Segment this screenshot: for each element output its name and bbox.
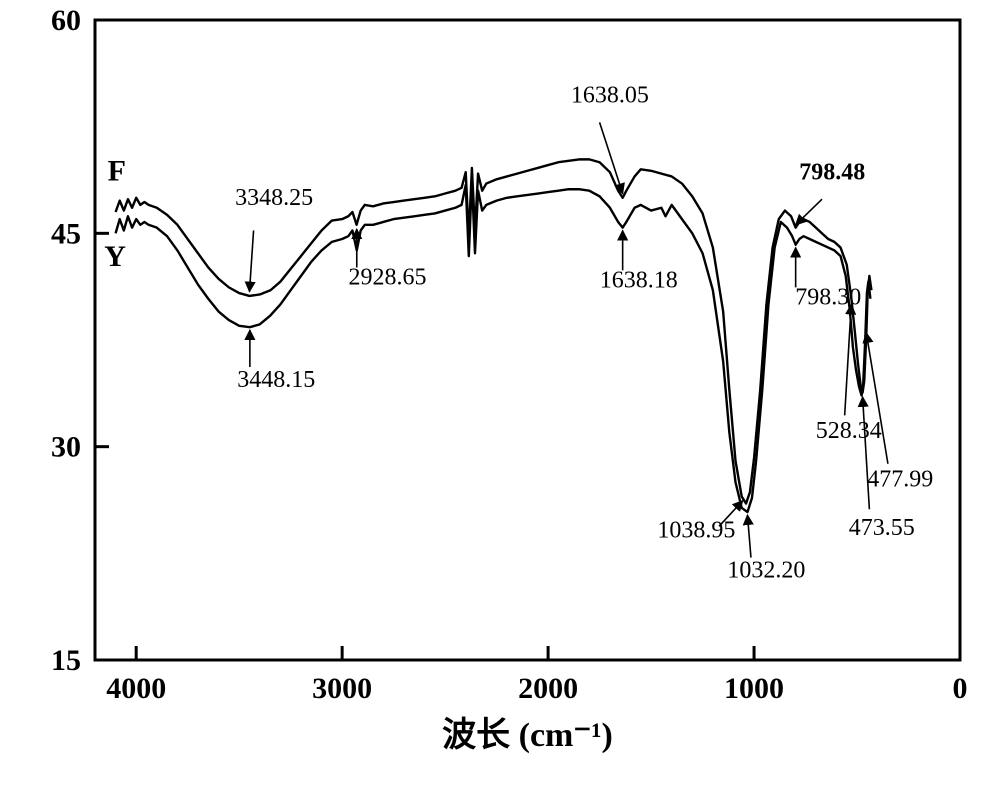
y-tick-label: 15 [51, 644, 81, 677]
peak-annotation: 473.55 [849, 515, 915, 541]
peak-annotation: 1032.20 [727, 558, 805, 584]
annotation-arrow [863, 397, 870, 509]
x-tick-label: 2000 [518, 672, 578, 705]
peak-annotation: 477.99 [867, 466, 933, 492]
y-tick-label: 60 [51, 4, 81, 37]
peak-annotation: 528.34 [816, 418, 882, 444]
series-label: F [108, 155, 126, 188]
x-tick-label: 1000 [724, 672, 784, 705]
series-Y [116, 179, 871, 512]
peak-annotation: 1038.95 [657, 518, 735, 544]
y-tick-label: 45 [51, 217, 81, 250]
series-label: Y [104, 240, 126, 273]
peak-annotation: 798.48 [799, 159, 865, 185]
peak-annotation: 3448.15 [237, 367, 315, 393]
peak-annotation: 1638.18 [600, 267, 678, 293]
peak-annotation: 1638.05 [571, 82, 649, 108]
ftir-chart: 0 1000 2000 3000 4000 15 30 45 60 波长 (cm⁻¹) F Y 3348… [0, 0, 1000, 793]
annotation-arrow [747, 515, 751, 558]
peak-annotation: 2928.65 [348, 265, 426, 291]
x-axis-label: 波长 (cm⁻¹) [442, 716, 613, 754]
annotation-arrow [845, 304, 852, 415]
y-tick-label: 30 [51, 431, 81, 464]
x-tick-label: 0 [953, 672, 968, 705]
peak-annotation: 3348.25 [235, 185, 313, 211]
annotation-arrow [249, 230, 253, 291]
annotation-arrow [600, 122, 623, 193]
x-tick-label: 3000 [312, 672, 372, 705]
chart-svg: 0 1000 2000 3000 4000 15 30 45 60 波长 (cm⁻¹) F Y 3348… [0, 0, 1000, 793]
x-tick-label: 4000 [106, 672, 166, 705]
